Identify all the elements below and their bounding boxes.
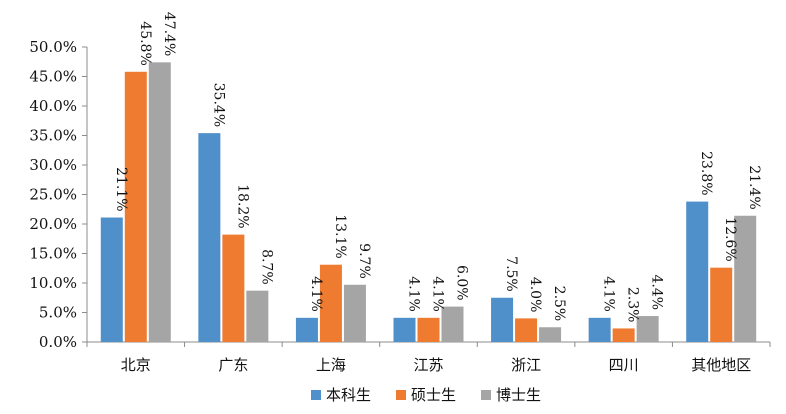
bar [148, 62, 171, 343]
bar [100, 217, 123, 342]
bar [636, 316, 659, 342]
bar [295, 317, 318, 342]
data-label: 45.8% [137, 21, 153, 65]
bar [686, 201, 709, 342]
legend-swatch [396, 390, 406, 400]
data-label: 9.7% [356, 243, 372, 279]
bar [491, 297, 514, 342]
y-tick-label: 20.0% [29, 215, 77, 233]
y-tick-label: 0.0% [39, 333, 77, 351]
legend-swatch [311, 390, 321, 400]
y-tick-label: 35.0% [29, 127, 77, 145]
bar [417, 317, 440, 342]
y-tick-label: 30.0% [29, 156, 77, 174]
legend-label: 本科生 [326, 386, 371, 404]
data-label: 4.1% [308, 276, 324, 312]
bar [343, 284, 366, 342]
y-tick-label: 45.0% [29, 68, 77, 86]
data-label: 4.1% [430, 276, 446, 312]
x-category-label: 其他地区 [691, 356, 751, 374]
data-label: 13.1% [332, 214, 348, 258]
data-label: 8.7% [258, 249, 274, 285]
data-label: 4.4% [649, 274, 665, 310]
data-label: 21.4% [746, 165, 762, 209]
x-category-label: 上海 [316, 356, 346, 374]
bar [734, 215, 757, 342]
data-label: 18.2% [234, 184, 250, 228]
bar [319, 264, 342, 342]
bars [100, 62, 757, 343]
data-label: 7.5% [503, 256, 519, 292]
data-label: 12.6% [722, 217, 738, 261]
x-category-label: 北京 [121, 356, 151, 374]
y-tick-label: 10.0% [29, 274, 77, 292]
data-label: 35.4% [210, 83, 226, 127]
y-tick-label: 50.0% [29, 38, 77, 56]
bar [710, 267, 733, 342]
bar [393, 317, 416, 342]
data-label: 4.0% [527, 277, 543, 313]
legend-swatch [481, 390, 491, 400]
y-tick-label: 5.0% [39, 304, 77, 322]
data-label: 4.1% [406, 276, 422, 312]
bar [612, 328, 635, 342]
bar [539, 327, 562, 342]
bar [222, 234, 245, 342]
data-label: 47.4% [161, 12, 177, 56]
x-category-label: 江苏 [413, 356, 443, 374]
x-category-label: 浙江 [511, 356, 541, 374]
legend-label: 博士生 [496, 386, 541, 404]
bar [198, 133, 221, 342]
y-tick-label: 25.0% [29, 186, 77, 204]
y-axis: 0.0% 5.0% 10.0% 15.0% 20.0% 25.0% 30.0% 35.0% 40… [29, 38, 88, 351]
legend: 本科生 硕士生 博士生 [311, 386, 541, 404]
bar [246, 290, 269, 342]
data-label: 2.3% [625, 287, 641, 323]
bar [588, 317, 611, 342]
data-label: 2.5% [551, 286, 567, 322]
y-tick-label: 40.0% [29, 97, 77, 115]
y-tick-label: 15.0% [29, 245, 77, 263]
x-category-label: 四川 [609, 356, 639, 374]
bar [124, 71, 147, 342]
x-axis: 北京 广东 上海 江苏 浙江 四川 其他地区 [86, 341, 771, 374]
data-label: 23.8% [698, 151, 714, 195]
data-label: 6.0% [454, 265, 470, 301]
data-label: 21.1% [113, 167, 129, 211]
bar [515, 318, 538, 342]
data-labels: 21.1% 45.8% 47.4% 35.4% 18.2% 8.7% 4.1% 13.1% 9.… [113, 12, 762, 323]
data-label: 4.1% [601, 276, 617, 312]
x-category-label: 广东 [218, 356, 248, 374]
legend-label: 硕士生 [411, 386, 456, 404]
bar [441, 306, 464, 342]
